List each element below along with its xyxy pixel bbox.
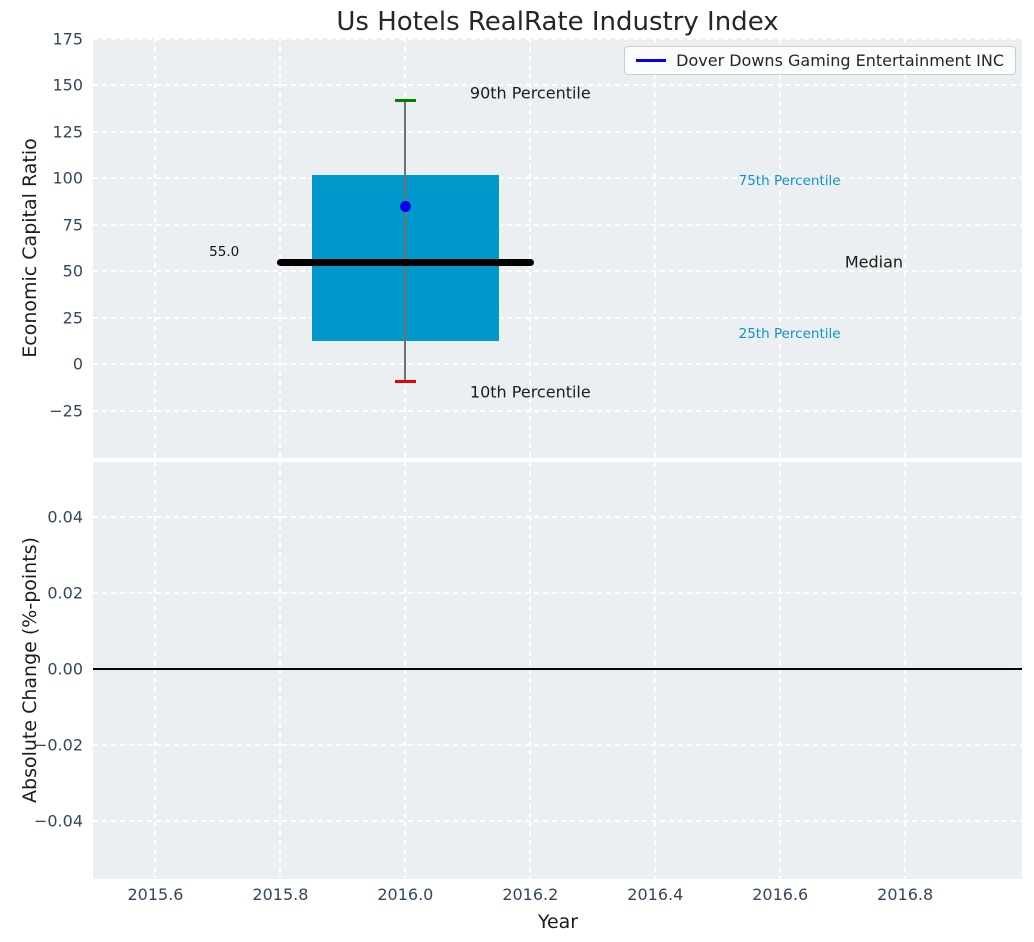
gridline-horizontal [93,516,1022,519]
median-label: Median [844,252,904,272]
gridline-vertical [904,462,907,879]
x-tick-label: 2016.2 [502,885,559,904]
y-tick-label: 0.04 [47,507,83,527]
gridline-vertical [779,462,782,879]
zero-line [93,667,1022,670]
gridline-vertical [529,38,532,458]
p75-percentile-label: 75th Percentile [738,173,841,190]
gridline-horizontal [93,37,1022,40]
p90-cap [394,98,416,102]
gridline-vertical [904,38,907,458]
gridline-horizontal [93,819,1022,822]
gridline-horizontal [93,592,1022,595]
median-value-label: 55.0 [209,243,240,260]
y-tick-label: 100 [52,168,83,188]
gridline-vertical [154,462,157,879]
gridline-vertical [279,462,282,879]
median-line [276,258,534,266]
p25-percentile-label: 25th Percentile [738,326,841,343]
company-data-point [399,200,411,212]
legend-label: Dover Downs Gaming Entertainment INC [676,51,1004,70]
x-tick-label: 2016.6 [752,885,809,904]
gridline-horizontal [93,270,1022,273]
y-tick-label: 175 [52,29,83,49]
legend: Dover Downs Gaming Entertainment INC [624,46,1016,75]
y-tick-label: 0.02 [47,583,83,603]
bottom-y-axis-label: Absolute Change (%-points) [19,537,41,803]
p90-percentile-label: 90th Percentile [469,83,591,103]
x-tick-label: 2015.8 [252,885,309,904]
gridline-vertical [154,38,157,458]
gridline-horizontal [93,316,1022,319]
gridline-vertical [279,38,282,458]
y-tick-label: 25 [62,308,83,328]
y-tick-label: 125 [52,122,83,142]
y-tick-label: 75 [62,215,83,235]
chart-title: Us Hotels RealRate Industry Index [336,7,779,37]
x-tick-label: 2016.0 [377,885,434,904]
y-tick-label: 150 [52,75,83,95]
p10-percentile-label: 10th Percentile [469,382,591,402]
gridline-horizontal [93,409,1022,412]
x-tick-label: 2016.4 [627,885,684,904]
top-y-axis-label: Economic Capital Ratio [19,138,41,358]
y-tick-label: 0.00 [47,659,83,679]
legend-line-swatch [636,59,667,62]
top-axes: Dover Downs Gaming Entertainment INC 90t… [93,37,1022,458]
gridline-horizontal [93,130,1022,133]
y-tick-label: 0 [72,354,83,374]
gridline-vertical [404,462,407,879]
gridline-horizontal [93,363,1022,366]
p10-cap [394,379,416,383]
gridline-horizontal [93,743,1022,746]
whisker-line [404,100,407,382]
gridline-vertical [654,38,657,458]
gridline-horizontal [93,223,1022,226]
gridline-vertical [529,462,532,879]
gridline-horizontal [93,84,1022,87]
bottom-axes [93,462,1022,879]
y-tick-label: −25 [49,401,83,421]
x-tick-label: 2016.8 [877,885,934,904]
x-tick-label: 2015.6 [127,885,184,904]
gridline-vertical [654,462,657,879]
y-tick-label: −0.02 [33,735,83,755]
x-axis-label: Year [537,911,579,933]
y-tick-label: −0.04 [33,811,83,831]
y-tick-label: 50 [62,261,83,281]
gridline-vertical [779,38,782,458]
gridline-horizontal [93,177,1022,180]
